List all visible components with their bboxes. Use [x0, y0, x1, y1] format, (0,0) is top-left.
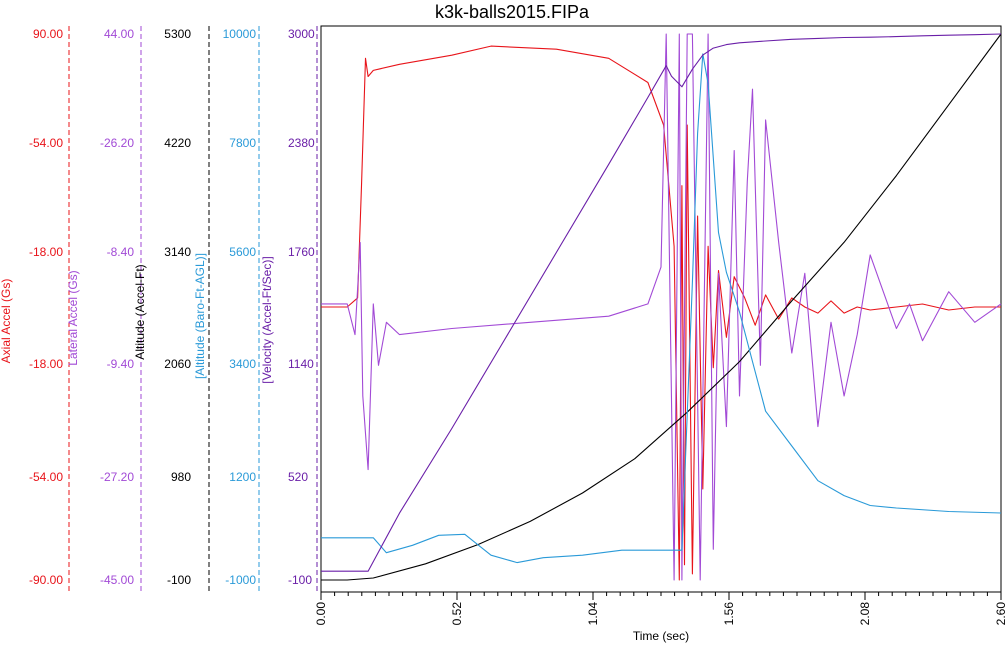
y-tick-label-lateral: -27.20 — [100, 470, 134, 484]
y-tick-label-axial: -90.00 — [29, 573, 63, 587]
chart-title: k3k-balls2015.FIPa — [435, 2, 590, 22]
y-tick-label-velocity: 1760 — [288, 245, 315, 259]
y-axis-title-axial: Axial Accel (Gs) — [0, 279, 13, 364]
y-axis-axial: 90.00 -54.00 -18.00 -18.00 -54.00 -90.00 Axial… — [0, 26, 70, 592]
y-tick-label-alt_accel: 2060 — [164, 357, 191, 371]
y-axis-alt_accel: 5300 4220 3140 2060 980 -100 Altitude (Accel-F… — [133, 26, 210, 592]
y-tick-label-axial: -18.00 — [29, 357, 63, 371]
y-tick-label-axial: -54.00 — [29, 136, 63, 150]
y-tick-label-alt_accel: 3140 — [164, 245, 191, 259]
y-tick-label-alt_baro: 10000 — [223, 27, 257, 41]
y-tick-label-velocity: 2380 — [288, 136, 315, 150]
y-axis-title-alt_baro: [Altitude (Baro-Ft-AGL)] — [193, 253, 207, 379]
y-tick-label-alt_baro: -1000 — [225, 573, 256, 587]
y-axis-title-alt_accel: Altitude (Accel-Ft) — [133, 264, 147, 359]
series-line-velocity — [321, 33, 1002, 572]
x-tick-label: 0.52 — [450, 602, 464, 626]
x-axis-title: Time (sec) — [633, 629, 689, 643]
y-tick-label-alt_baro: 5600 — [229, 245, 256, 259]
y-tick-label-velocity: 3000 — [288, 27, 315, 41]
y-axis-title-lateral: Lateral Accel (Gs) — [66, 270, 80, 365]
y-tick-label-lateral: -8.40 — [107, 245, 135, 259]
y-axis-velocity: 3000 2380 1760 1140 520 -100 [Velocity (Accel-… — [260, 26, 318, 592]
y-tick-label-lateral: -9.40 — [107, 357, 135, 371]
y-tick-label-axial: -18.00 — [29, 245, 63, 259]
series-line-axial — [321, 45, 1001, 581]
x-tick-label: 1.56 — [722, 602, 736, 626]
y-tick-label-axial: -54.00 — [29, 470, 63, 484]
y-tick-label-lateral: -26.20 — [100, 136, 134, 150]
y-tick-label-velocity: -100 — [288, 573, 312, 587]
y-axis-lateral: 44.00 -26.20 -8.40 -9.40 -27.20 -45.00 Lateral… — [66, 26, 142, 592]
y-tick-label-alt_accel: 4220 — [164, 136, 191, 150]
y-tick-label-alt_accel: 980 — [171, 470, 191, 484]
y-tick-label-alt_accel: -100 — [167, 573, 191, 587]
y-tick-label-alt_baro: 1200 — [229, 470, 256, 484]
y-tick-label-axial: 90.00 — [33, 27, 63, 41]
y-tick-label-lateral: -45.00 — [100, 573, 134, 587]
series-line-lateral — [321, 33, 1002, 581]
x-tick-label: 1.04 — [586, 602, 600, 626]
series-line-alt_accel — [321, 33, 1002, 581]
x-tick-label: 2.60 — [994, 602, 1006, 626]
y-tick-label-velocity: 520 — [288, 470, 308, 484]
y-axis-title-velocity: [Velocity (Accel-Ft/Sec)] — [260, 256, 274, 383]
y-axis-alt_baro: 10000 7800 5600 3400 1200 -1000 [Altitude (Bar… — [193, 26, 260, 592]
series-line-alt_baro — [321, 53, 1002, 564]
y-tick-label-alt_baro: 7800 — [229, 136, 256, 150]
y-tick-label-velocity: 1140 — [288, 357, 314, 371]
x-tick-label: 0.00 — [314, 602, 328, 626]
y-tick-label-lateral: 44.00 — [104, 27, 134, 41]
y-tick-label-alt_baro: 3400 — [229, 357, 256, 371]
plot-area-frame — [320, 25, 1002, 593]
x-tick-label: 2.08 — [858, 602, 872, 626]
y-tick-label-alt_accel: 5300 — [164, 27, 191, 41]
